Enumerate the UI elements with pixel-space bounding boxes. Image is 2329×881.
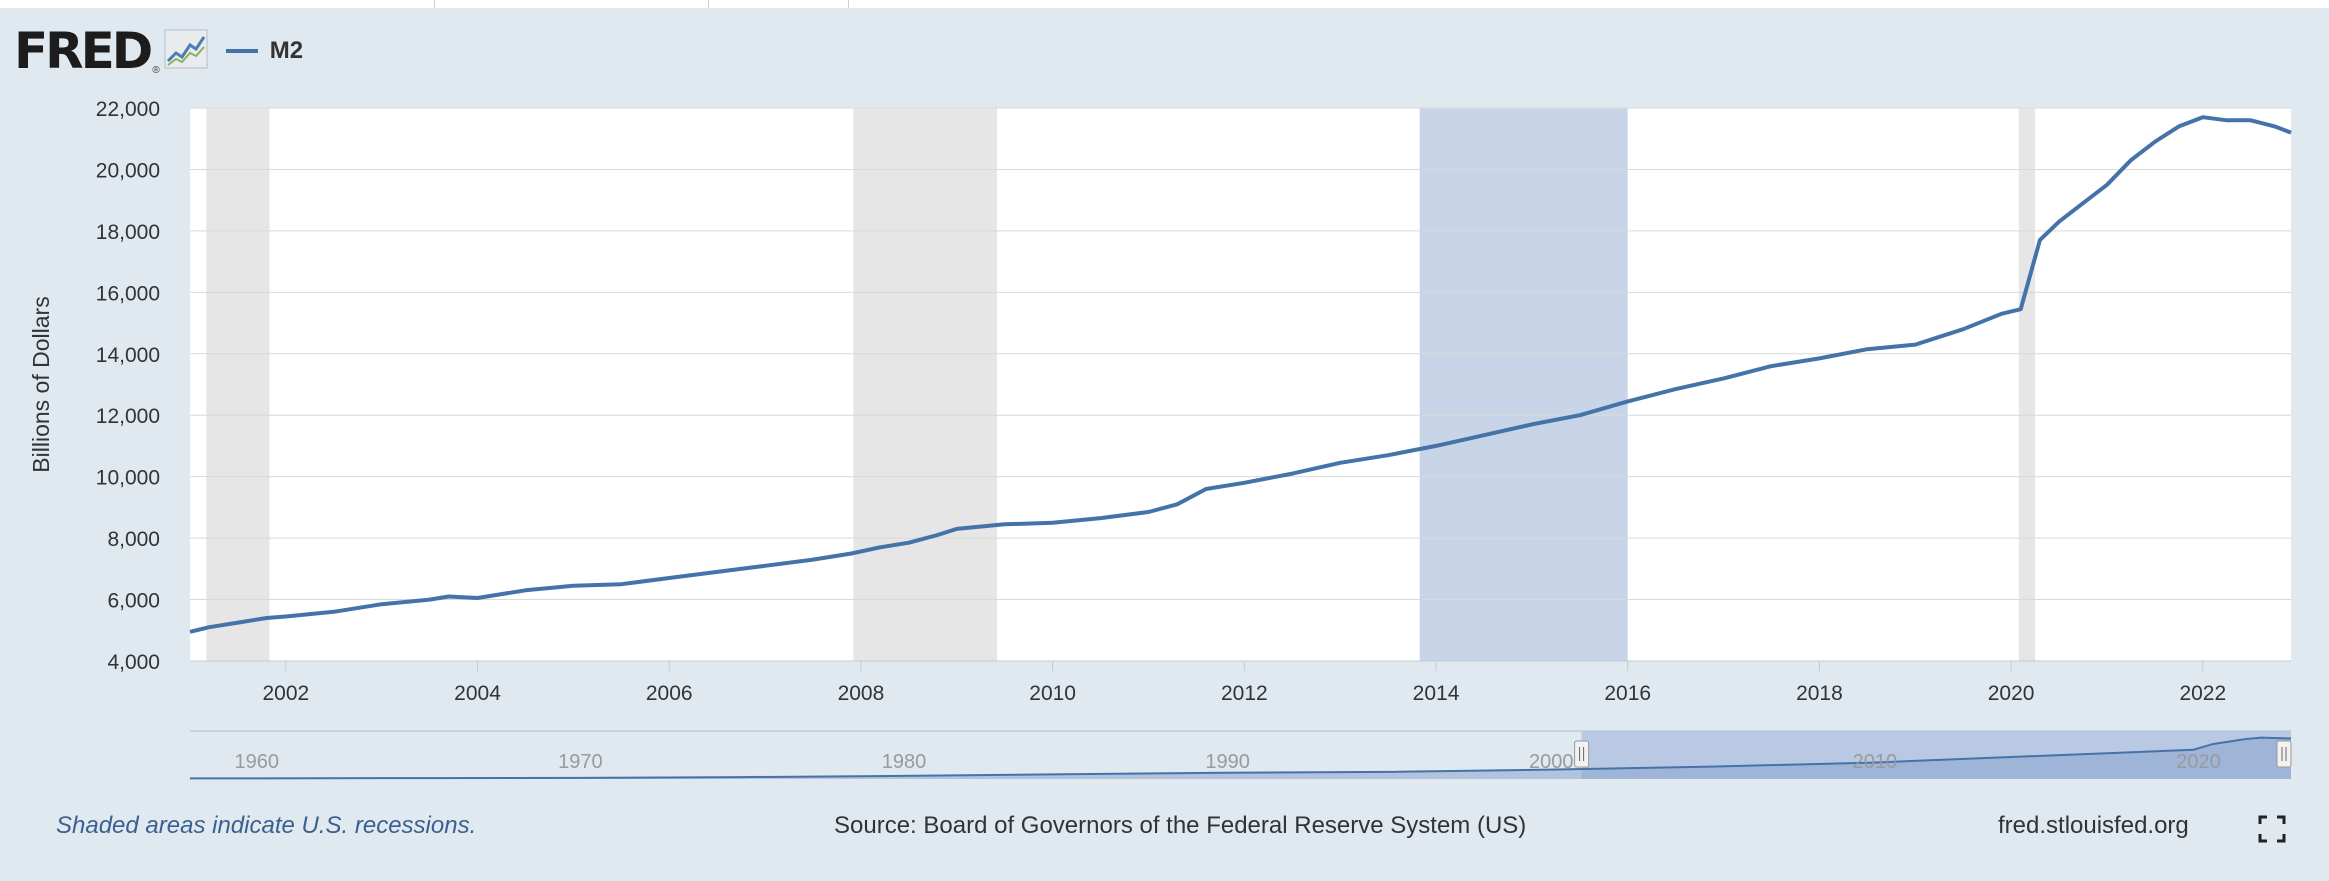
registered-mark: ® (152, 65, 160, 76)
top-bar-divider (708, 0, 709, 8)
y-axis-label: Billions of Dollars (28, 296, 54, 472)
y-tick-label: 10,000 (96, 467, 160, 490)
x-tick-label: 2012 (1221, 682, 1268, 705)
navigator-tick-label: 2020 (2176, 751, 2221, 773)
recession-band (206, 108, 270, 661)
x-tick-label: 2004 (454, 682, 501, 705)
navigator-tick-label: 2010 (1853, 751, 1898, 773)
y-tick-label: 18,000 (96, 221, 160, 244)
legend-label: M2 (269, 37, 304, 64)
source-text: Source: Board of Governors of the Federa… (834, 812, 1527, 839)
chart-legend[interactable]: M2 (225, 37, 304, 65)
y-tick-label: 16,000 (96, 282, 160, 305)
x-tick-label: 2008 (838, 682, 885, 705)
fred-logo: FRED (14, 22, 153, 80)
x-tick-label: 2022 (2179, 682, 2226, 705)
navigator-line (189, 736, 2292, 780)
navigator-handle[interactable] (1574, 740, 1590, 768)
y-tick-label: 12,000 (96, 405, 160, 428)
x-tick-label: 2006 (646, 682, 693, 705)
site-link[interactable]: fred.stlouisfed.org (1998, 812, 2189, 839)
legend-swatch (225, 49, 258, 53)
top-bar (0, 0, 2329, 8)
navigator-tick-label: 1980 (882, 751, 927, 773)
recession-note: Shaded areas indicate U.S. recessions. (56, 812, 477, 839)
top-bar-divider (434, 0, 435, 8)
fullscreen-icon[interactable] (2258, 815, 2286, 843)
plot-area (190, 108, 2291, 661)
m2-series-line[interactable] (189, 115, 2292, 634)
navigator-handle[interactable] (2276, 740, 2292, 768)
y-tick-label: 14,000 (96, 344, 160, 367)
x-tick-label: 2014 (1413, 682, 1460, 705)
x-tick-label: 2020 (1988, 682, 2035, 705)
x-tick-label: 2002 (262, 682, 309, 705)
y-tick-label: 6,000 (107, 590, 160, 613)
y-tick-label: 20,000 (96, 159, 160, 182)
navigator-tick-label: 2000 (1529, 751, 1574, 773)
x-tick-label: 2016 (1604, 682, 1651, 705)
navigator-tick-label: 1990 (1205, 751, 1250, 773)
x-tick-label: 2010 (1029, 682, 1076, 705)
navigator-tick-label: 1960 (234, 751, 279, 773)
recession-band (853, 108, 998, 661)
navigator-tick-label: 1970 (558, 751, 603, 773)
y-tick-label: 4,000 (107, 651, 160, 674)
chart-header: FRED ® M2 (14, 26, 303, 76)
line-chart-icon (164, 29, 208, 74)
navigator-area (190, 737, 2291, 779)
top-bar-divider (848, 0, 849, 8)
highlight-band (1419, 108, 1628, 661)
y-tick-label: 22,000 (96, 98, 160, 121)
y-tick-label: 8,000 (107, 528, 160, 551)
x-tick-label: 2018 (1796, 682, 1843, 705)
recession-band (2018, 108, 2036, 661)
